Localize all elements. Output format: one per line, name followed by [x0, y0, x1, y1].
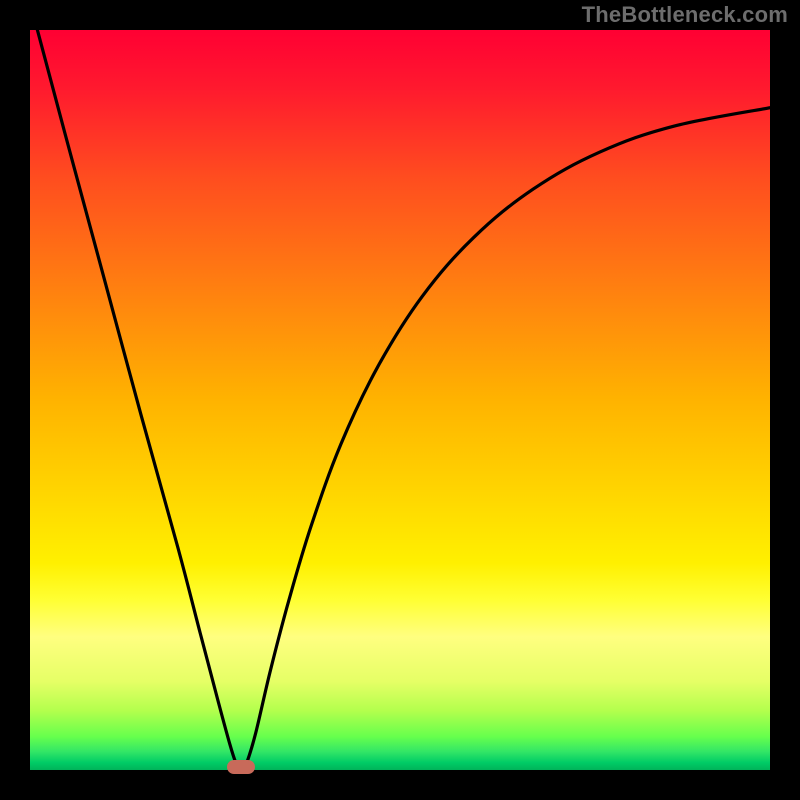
min-marker	[227, 760, 255, 774]
bottleneck-curve	[37, 30, 770, 769]
chart-container: TheBottleneck.com	[0, 0, 800, 800]
plot-area	[30, 30, 770, 770]
curve-svg	[30, 30, 770, 770]
watermark-text: TheBottleneck.com	[582, 2, 788, 28]
